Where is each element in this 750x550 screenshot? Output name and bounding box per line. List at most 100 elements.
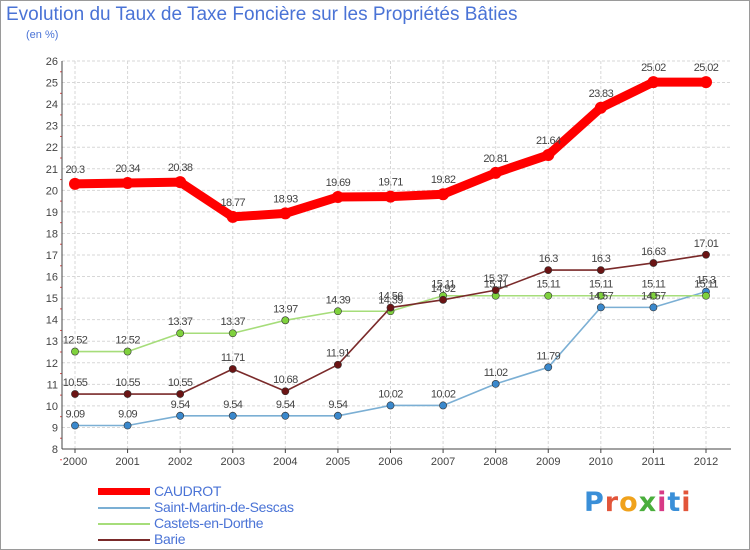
data-label: 14.39 xyxy=(326,294,351,306)
data-label: 20.34 xyxy=(115,163,140,175)
data-label: 18.77 xyxy=(220,197,245,209)
data-point xyxy=(439,401,447,410)
data-point xyxy=(334,360,342,369)
data-label: 15.3 xyxy=(696,275,715,287)
data-label: 14.57 xyxy=(641,290,666,302)
data-point xyxy=(491,286,500,295)
data-label: 25.02 xyxy=(641,62,666,74)
logo-letter: P xyxy=(584,487,605,518)
y-tick-label: 15 xyxy=(46,293,58,305)
data-point xyxy=(281,316,290,325)
proxiti-logo: Proxiti xyxy=(584,487,692,518)
data-point xyxy=(544,291,553,300)
data-label: 9.09 xyxy=(65,409,84,421)
x-tick-label: 2011 xyxy=(642,456,666,468)
data-point xyxy=(544,266,553,274)
data-point xyxy=(702,250,710,259)
data-label: 10.55 xyxy=(115,377,140,389)
data-label: 16.3 xyxy=(539,253,558,265)
data-point xyxy=(123,347,132,356)
x-tick-label: 2005 xyxy=(326,456,350,468)
data-point xyxy=(176,411,185,420)
legend-swatch-saint-martin-de-sescas xyxy=(98,507,150,509)
data-point xyxy=(594,101,607,114)
data-label: 20.81 xyxy=(483,153,508,165)
data-label: 25.02 xyxy=(694,62,719,74)
data-label: 10.02 xyxy=(431,388,456,400)
x-tick-label: 2004 xyxy=(273,456,297,468)
data-point xyxy=(281,387,290,396)
data-label: 20.3 xyxy=(65,164,84,176)
y-tick-label: 12 xyxy=(46,358,58,370)
data-point xyxy=(649,291,658,300)
data-label: 10.55 xyxy=(63,377,88,389)
data-point xyxy=(71,347,79,356)
logo-letter: i xyxy=(657,487,668,518)
y-tick-label: 14 xyxy=(46,315,58,327)
data-label: 13.37 xyxy=(168,316,193,328)
data-point xyxy=(174,176,187,189)
data-label: 14.92 xyxy=(431,283,456,295)
data-label: 9.54 xyxy=(328,399,347,411)
data-label: 11.71 xyxy=(221,352,245,364)
y-tick-label: 23 xyxy=(46,121,58,133)
data-point xyxy=(228,411,237,420)
data-point xyxy=(123,390,132,398)
data-point xyxy=(123,421,132,430)
y-tick-label: 22 xyxy=(46,142,58,154)
data-label: 15.11 xyxy=(589,279,613,291)
data-label: 15.11 xyxy=(536,279,560,291)
y-tick-label: 21 xyxy=(46,164,58,176)
data-point xyxy=(386,401,395,410)
data-label: 14.56 xyxy=(378,291,403,303)
y-tick-label: 16 xyxy=(46,272,58,284)
x-tick-label: 2003 xyxy=(221,456,245,468)
data-label: 21.64 xyxy=(536,135,561,147)
data-point xyxy=(596,303,605,312)
legend-swatch-caudrot xyxy=(98,488,150,495)
data-point xyxy=(334,307,342,316)
data-label: 9.09 xyxy=(118,409,137,421)
data-label: 17.01 xyxy=(694,238,719,250)
data-label: 15.37 xyxy=(483,273,508,285)
data-point xyxy=(331,191,344,204)
legend-swatch-castets-en-dorthe xyxy=(98,523,150,525)
data-label: 15.11 xyxy=(642,279,666,291)
data-point xyxy=(228,365,237,373)
data-point xyxy=(649,259,658,267)
y-tick-label: 20 xyxy=(46,185,58,197)
data-point xyxy=(491,380,500,388)
data-label: 16.63 xyxy=(641,246,666,258)
data-label: 15.11 xyxy=(694,279,718,291)
data-label: 11.02 xyxy=(484,367,508,379)
data-point xyxy=(384,190,397,203)
data-label: 12.52 xyxy=(63,335,88,347)
y-tick-label: 8 xyxy=(52,444,58,456)
x-tick-label: 2012 xyxy=(694,456,718,468)
data-point xyxy=(647,76,660,89)
data-label: 15.11 xyxy=(484,279,508,291)
logo-letter: r xyxy=(604,487,620,518)
data-label: 18.93 xyxy=(273,193,298,205)
logo-letter: t xyxy=(667,487,682,518)
x-tick-label: 2010 xyxy=(589,456,613,468)
data-point xyxy=(228,329,237,338)
data-point xyxy=(439,295,447,304)
data-label: 11.91 xyxy=(326,348,350,360)
legend-label-saint-martin-de-sescas: Saint-Martin-de-Sescas xyxy=(154,499,294,515)
data-point xyxy=(176,390,185,398)
data-point xyxy=(649,303,658,312)
data-point xyxy=(544,363,553,372)
data-point xyxy=(226,210,239,223)
unit-label: (en %) xyxy=(26,29,59,41)
legend-label-barie: Barie xyxy=(154,531,186,547)
data-label: 10.68 xyxy=(273,374,298,386)
y-tick-label: 11 xyxy=(47,379,58,391)
data-label: 15.11 xyxy=(431,279,455,291)
data-point xyxy=(596,266,605,274)
data-point xyxy=(700,76,712,89)
x-tick-label: 2006 xyxy=(378,456,402,468)
data-point xyxy=(281,411,290,420)
data-label: 9.54 xyxy=(276,399,295,411)
